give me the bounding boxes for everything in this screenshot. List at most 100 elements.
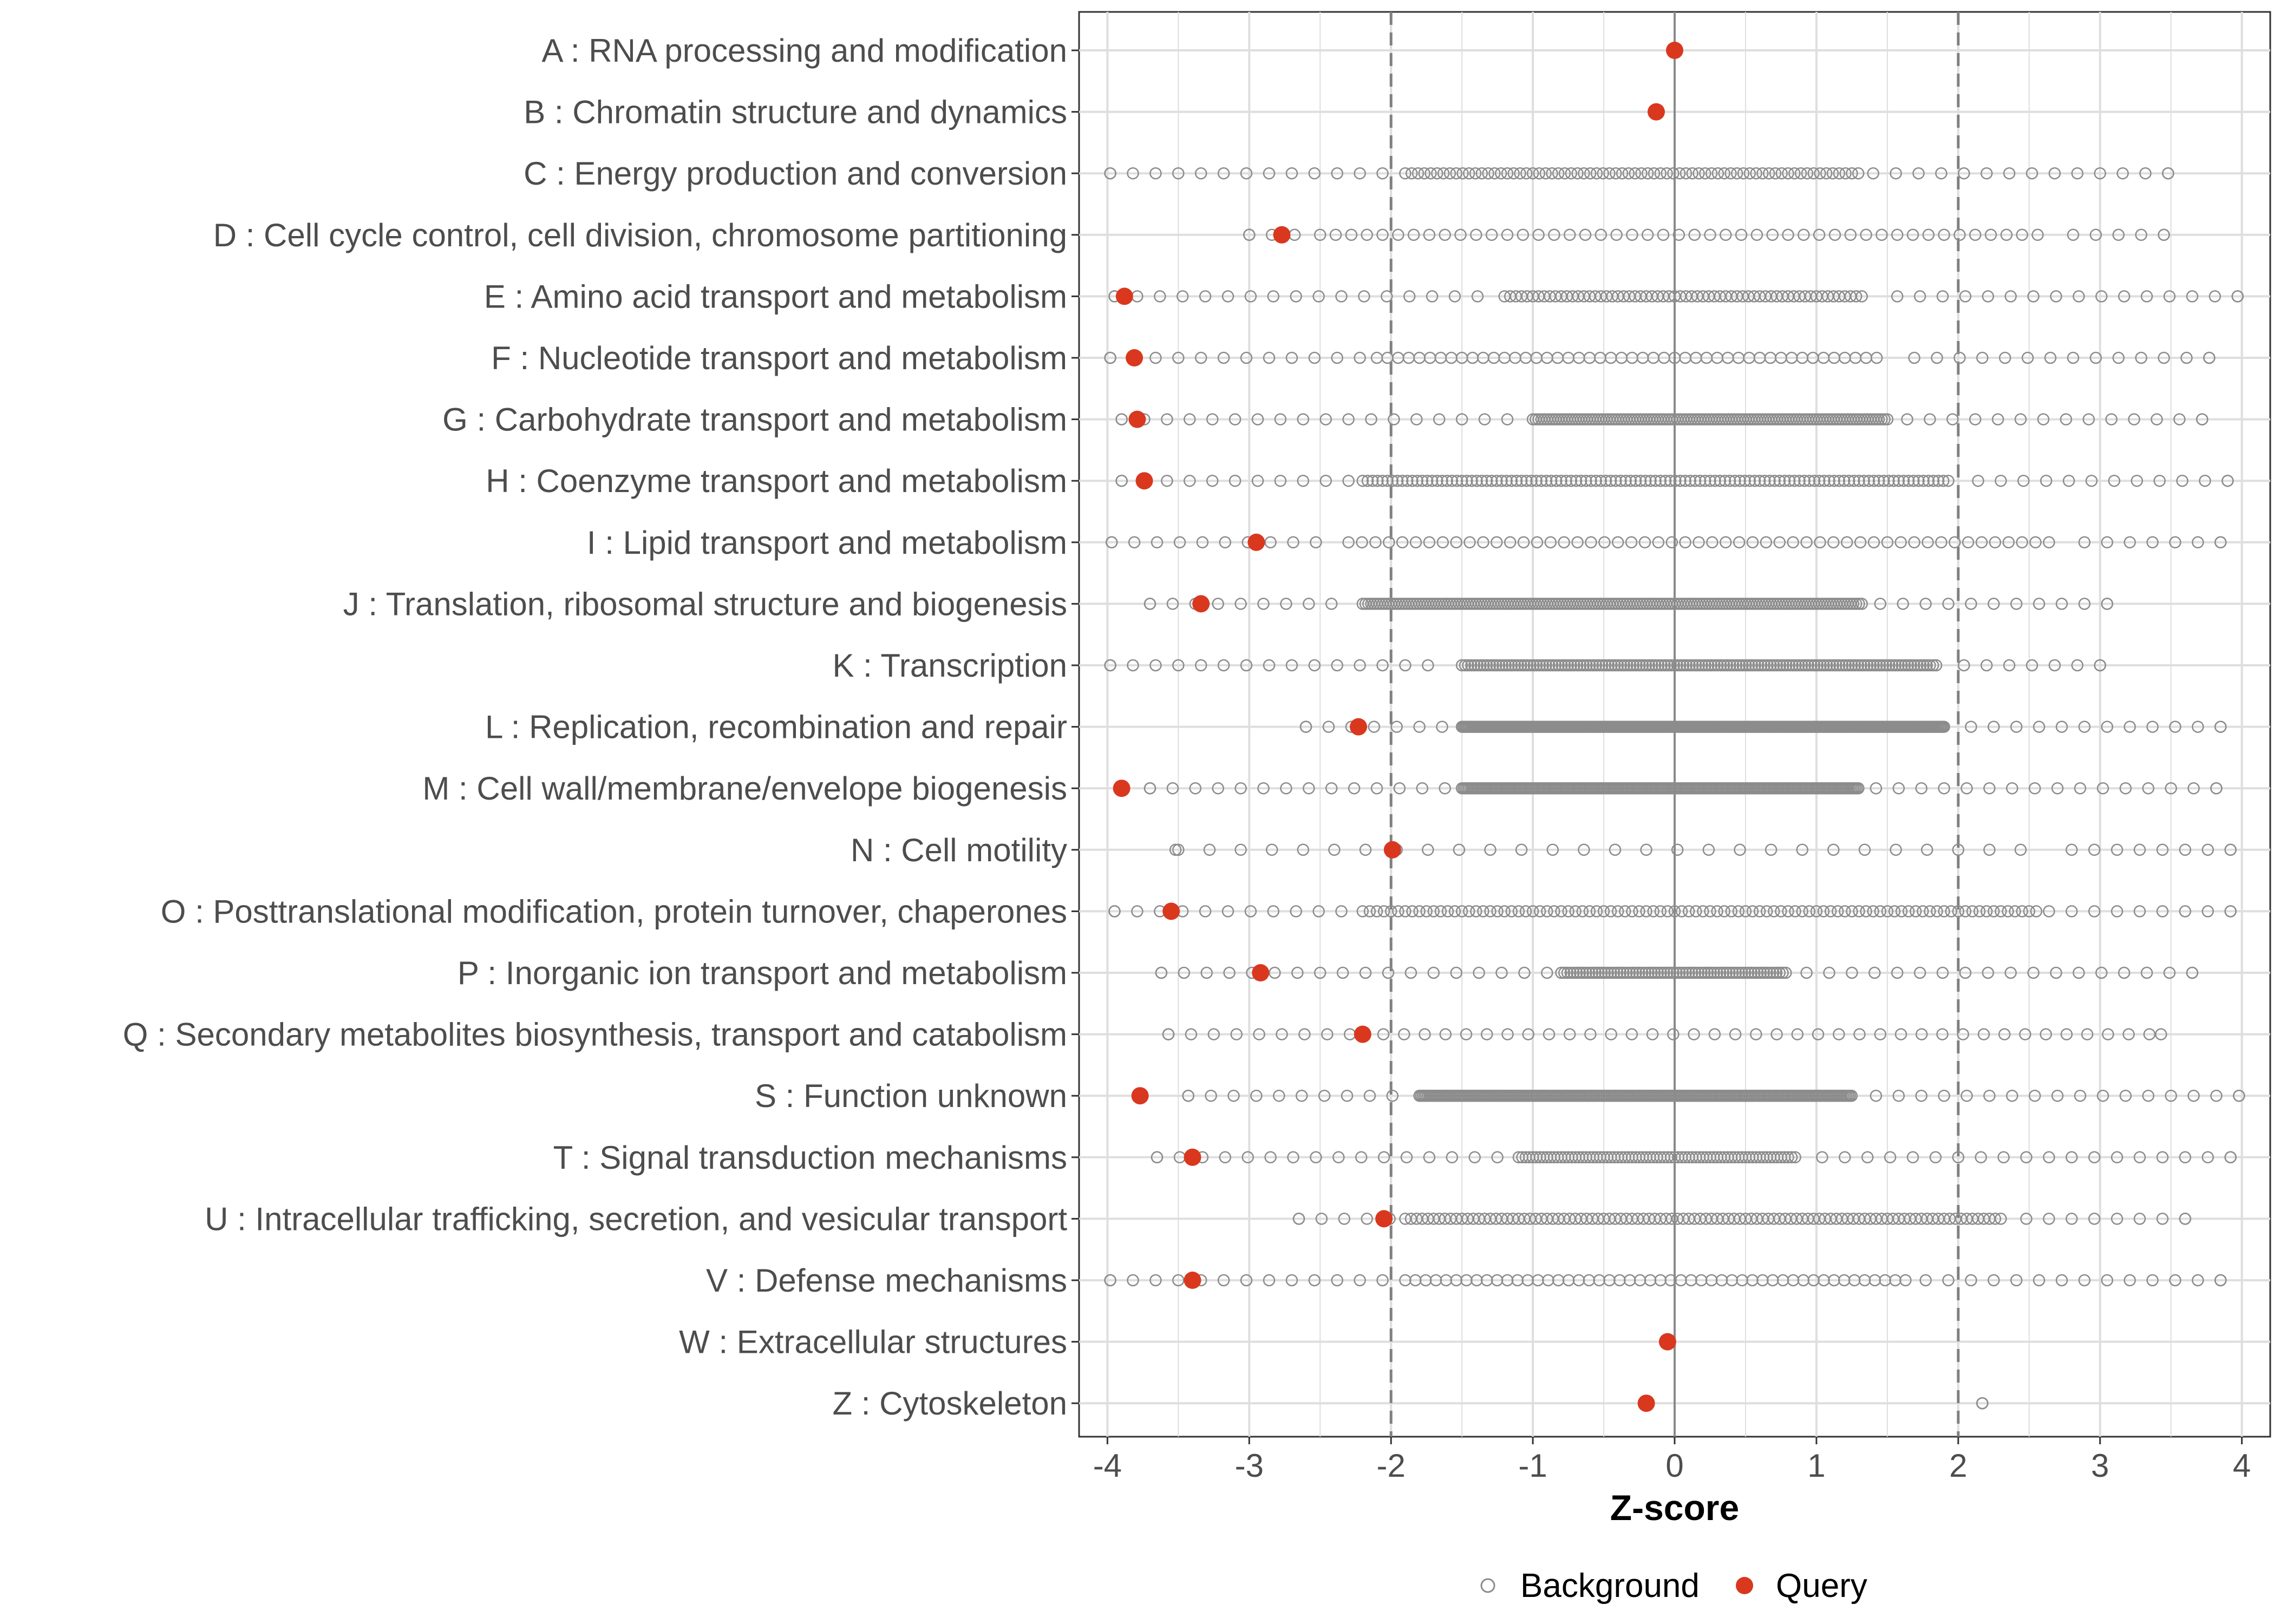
background-point xyxy=(1659,474,1672,487)
background-point xyxy=(1590,167,1603,180)
background-point xyxy=(1556,659,1568,672)
background-point xyxy=(1485,474,1498,487)
query-point xyxy=(1192,595,1210,613)
background-point xyxy=(1599,474,1612,487)
background-point xyxy=(1264,1151,1277,1164)
background-point xyxy=(1764,966,1776,979)
background-point xyxy=(1938,1089,1950,1102)
background-point xyxy=(2066,1213,2078,1225)
background-point xyxy=(2088,1151,2101,1164)
background-point xyxy=(1563,1028,1576,1040)
background-point xyxy=(1828,474,1840,487)
background-point xyxy=(1742,659,1755,672)
background-point xyxy=(2143,1028,2156,1040)
background-point xyxy=(2101,1274,2114,1287)
background-point xyxy=(1699,659,1711,672)
background-point xyxy=(1706,536,1718,549)
background-point xyxy=(1773,966,1786,979)
background-point xyxy=(1988,905,2000,918)
background-point xyxy=(1599,659,1612,672)
background-point xyxy=(1592,966,1605,979)
background-point xyxy=(1461,474,1473,487)
background-point xyxy=(1532,228,1545,241)
background-point xyxy=(2033,598,2046,610)
background-point xyxy=(1427,905,1440,918)
background-point xyxy=(1229,474,1241,487)
background-point xyxy=(1824,659,1837,672)
background-point xyxy=(1774,659,1787,672)
background-point xyxy=(1761,659,1774,672)
background-point xyxy=(1739,474,1751,487)
background-point xyxy=(2201,905,2214,918)
background-point xyxy=(1564,966,1577,979)
background-point xyxy=(1377,1151,1390,1164)
background-point xyxy=(1456,167,1469,180)
background-point xyxy=(1310,1151,1322,1164)
background-point xyxy=(1800,966,1813,979)
background-point xyxy=(1610,228,1623,241)
background-point xyxy=(1368,721,1381,733)
background-point xyxy=(1450,474,1463,487)
background-point xyxy=(1424,167,1437,180)
background-point xyxy=(1530,474,1543,487)
background-point xyxy=(1827,536,1840,549)
background-point xyxy=(1975,1151,1987,1164)
background-point xyxy=(1853,474,1865,487)
background-point xyxy=(1315,1213,1328,1225)
background-point xyxy=(1495,474,1508,487)
background-point xyxy=(1625,536,1638,549)
background-point xyxy=(1358,290,1370,303)
background-point xyxy=(1833,474,1846,487)
background-point xyxy=(1674,474,1687,487)
background-point xyxy=(1423,228,1436,241)
background-point xyxy=(1679,474,1691,487)
background-point xyxy=(1830,659,1842,672)
query-point xyxy=(1354,1025,1371,1043)
background-point xyxy=(1154,290,1166,303)
background-point xyxy=(1621,659,1633,672)
background-point xyxy=(2062,474,2075,487)
background-point xyxy=(1883,659,1896,672)
background-point xyxy=(1196,536,1209,549)
background-point xyxy=(1789,1151,1801,1164)
background-point xyxy=(1823,966,1835,979)
background-point xyxy=(1642,966,1655,979)
background-point xyxy=(1988,1274,2000,1287)
background-point xyxy=(1561,966,1574,979)
background-point xyxy=(1671,659,1683,672)
background-point xyxy=(1388,413,1400,425)
background-point xyxy=(1727,659,1740,672)
background-point xyxy=(1455,659,1468,672)
background-point xyxy=(2186,290,2199,303)
background-point xyxy=(1610,474,1622,487)
background-point xyxy=(1598,536,1611,549)
background-point xyxy=(1886,659,1899,672)
background-point xyxy=(1433,413,1446,425)
background-point xyxy=(1543,659,1556,672)
background-point xyxy=(1942,598,1955,610)
background-point xyxy=(1776,966,1789,979)
background-point xyxy=(1568,659,1580,672)
background-point xyxy=(1639,966,1652,979)
background-point xyxy=(1775,905,1787,918)
background-point xyxy=(2040,474,2053,487)
background-point xyxy=(1811,659,1824,672)
background-point xyxy=(1480,474,1493,487)
background-point xyxy=(1426,290,1439,303)
background-point xyxy=(1965,1274,1977,1287)
background-point xyxy=(1848,474,1860,487)
background-point xyxy=(1369,536,1382,549)
background-point xyxy=(2187,782,2200,795)
background-point xyxy=(1768,474,1781,487)
background-point xyxy=(1958,167,1970,180)
background-point xyxy=(1541,966,1553,979)
category-label: P : Inorganic ion transport and metaboli… xyxy=(458,955,1067,991)
background-point xyxy=(1234,598,1247,610)
background-point xyxy=(1200,966,1213,979)
background-point xyxy=(1902,905,1915,918)
background-point xyxy=(1611,966,1624,979)
background-point xyxy=(1649,659,1662,672)
background-point xyxy=(1646,1028,1659,1040)
query-point xyxy=(1375,1210,1393,1228)
background-point xyxy=(1241,1151,1254,1164)
